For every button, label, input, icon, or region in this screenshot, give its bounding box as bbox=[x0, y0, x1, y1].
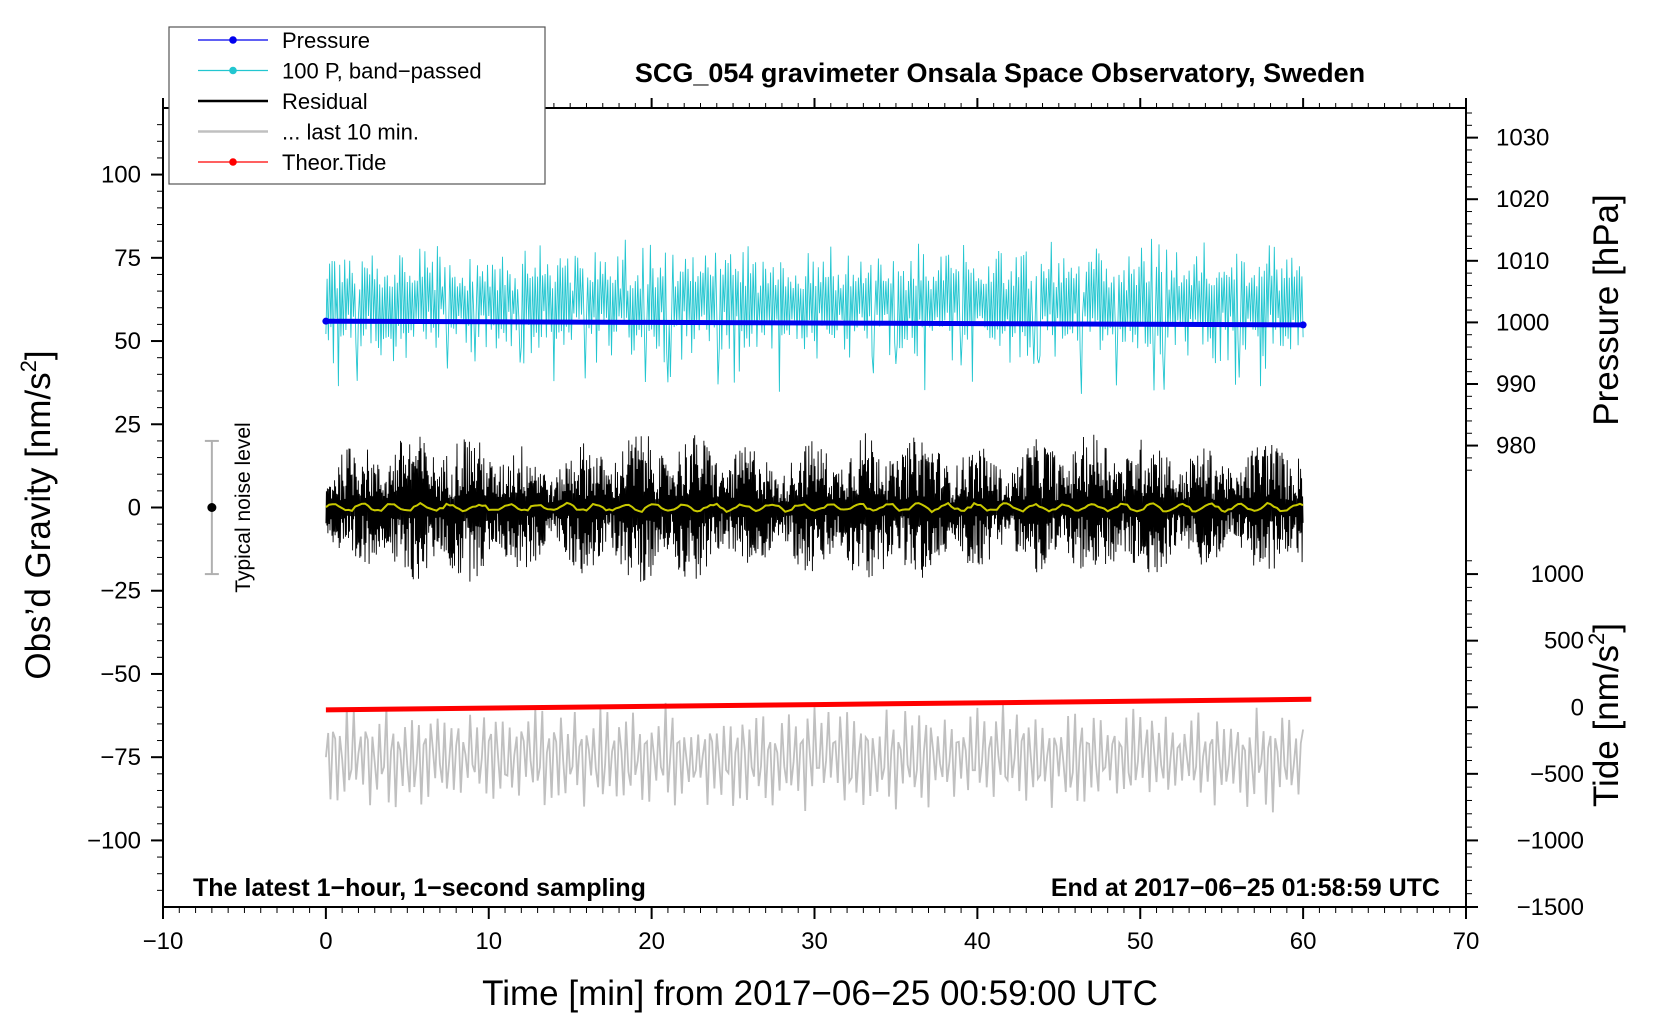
x-tick-label: 70 bbox=[1453, 928, 1480, 955]
y-axis-label-tide-sup: 2 bbox=[1584, 633, 1609, 645]
pressure-tick-label: 1030 bbox=[1496, 125, 1549, 152]
y-axis-label-pressure: Pressure [hPa] bbox=[1587, 194, 1626, 426]
series-pressure bbox=[323, 318, 1306, 328]
legend: Pressure 100 P, band−passed Residual ... la… bbox=[168, 26, 546, 185]
legend-label: Pressure bbox=[282, 28, 370, 53]
y-tick-label: 0 bbox=[128, 495, 141, 522]
y-tick-label: 25 bbox=[114, 411, 141, 438]
tide-tick-label: 0 bbox=[1571, 694, 1584, 721]
x-tick-label: 0 bbox=[319, 928, 332, 955]
y-axis-label-left-main: Obs’d Gravity [nm/s bbox=[19, 372, 58, 679]
x-tick-label: −10 bbox=[143, 928, 184, 955]
chart-title: SCG_054 gravimeter Onsala Space Observat… bbox=[635, 58, 1365, 88]
legend-label: ... last 10 min. bbox=[282, 120, 419, 145]
series-pressure-start-marker bbox=[322, 317, 330, 325]
tide-tick-label: 500 bbox=[1544, 628, 1584, 655]
legend-swatch-marker bbox=[229, 36, 237, 44]
legend-label: Residual bbox=[282, 89, 368, 114]
tide-tick-label: 1000 bbox=[1531, 561, 1584, 588]
y-tick-label: 75 bbox=[114, 245, 141, 272]
y-axis-label-tide-end: ] bbox=[1587, 623, 1626, 633]
series-layer bbox=[322, 238, 1312, 813]
series-residual bbox=[325, 433, 1304, 582]
x-tick-label: 10 bbox=[475, 928, 502, 955]
legend-box bbox=[168, 26, 546, 185]
x-tick-label: 20 bbox=[638, 928, 665, 955]
y-axis-label-left-sup: 2 bbox=[16, 360, 41, 372]
pressure-tick-label: 1020 bbox=[1496, 186, 1549, 213]
x-axis-label: Time [min] from 2017−06−25 00:59:00 UTC bbox=[482, 974, 1158, 1013]
x-tick-label: 40 bbox=[964, 928, 991, 955]
x-tick-label: 50 bbox=[1127, 928, 1154, 955]
legend-swatch-marker bbox=[229, 158, 237, 166]
noise-indicator bbox=[204, 439, 219, 576]
noise-indicator-dot bbox=[207, 503, 217, 512]
y-axis-label-left: Obs’d Gravity [nm/s2] bbox=[16, 350, 58, 679]
y-axis-label-left-end: ] bbox=[19, 350, 58, 360]
noise-indicator-label: Typical noise level bbox=[232, 422, 255, 592]
series-residual-smoothed bbox=[325, 501, 1304, 514]
annotation-end-time: End at 2017−06−25 01:58:59 UTC bbox=[1051, 874, 1440, 902]
pressure-tick-label: 980 bbox=[1496, 433, 1536, 460]
x-tick-label: 60 bbox=[1290, 928, 1317, 955]
pressure-tick-label: 990 bbox=[1496, 371, 1536, 398]
y-tick-label: −25 bbox=[100, 578, 141, 605]
pressure-tick-label: 1000 bbox=[1496, 309, 1549, 336]
y-tick-label: −100 bbox=[87, 827, 141, 854]
x-tick-label: 30 bbox=[801, 928, 828, 955]
annotation-sampling: The latest 1−hour, 1−second sampling bbox=[193, 874, 646, 902]
axes-layer: −10 0 10 20 30 40 50 60 70−100−75−50−25025507510… bbox=[87, 98, 1584, 955]
y-axis-label-tide: Tide [nm/s2] bbox=[1584, 623, 1626, 807]
series-last-10-min bbox=[325, 702, 1304, 813]
series-theoretical-tide bbox=[325, 696, 1312, 713]
tide-tick-label: −1500 bbox=[1517, 894, 1584, 921]
pressure-tick-label: 1010 bbox=[1496, 248, 1549, 275]
y-tick-label: −50 bbox=[100, 661, 141, 688]
y-axis-label-tide-main: Tide [nm/s bbox=[1587, 645, 1626, 807]
y-tick-label: −75 bbox=[100, 744, 141, 771]
tide-tick-label: −500 bbox=[1530, 761, 1584, 788]
tide-tick-label: −1000 bbox=[1517, 827, 1584, 854]
series-pressure-end-marker bbox=[1299, 321, 1307, 329]
y-tick-label: 100 bbox=[101, 162, 141, 189]
legend-label: 100 P, band−passed bbox=[282, 59, 482, 84]
legend-swatch-marker bbox=[229, 66, 237, 75]
y-tick-label: 50 bbox=[114, 328, 141, 355]
legend-label: Theor.Tide bbox=[282, 150, 386, 175]
